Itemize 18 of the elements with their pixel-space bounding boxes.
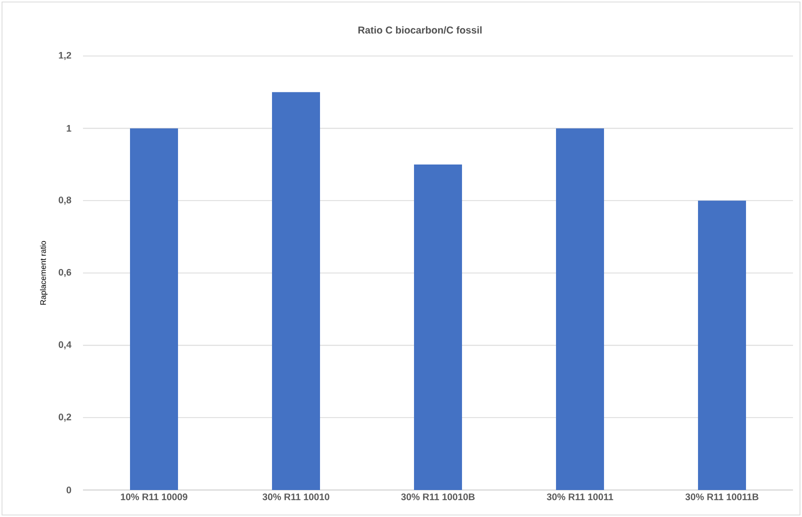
x-tick-label: 10% R11 10009 [120, 494, 188, 500]
y-tick-label: 0,2 [58, 414, 72, 422]
bar [272, 92, 320, 490]
y-tick-label: 1 [66, 125, 72, 132]
bar [130, 128, 178, 490]
chart-title: Ratio C biocarbon/C fossil [358, 26, 482, 34]
y-tick-label: 0 [66, 486, 72, 494]
x-tick-label: 30% R11 10010 [262, 494, 330, 500]
bar [556, 128, 604, 490]
y-tick-label: 0,6 [58, 268, 72, 278]
bar [698, 200, 746, 490]
y-tick-label: 0,4 [58, 341, 72, 350]
x-tick-label: 30% R11 10010B [401, 494, 475, 500]
y-tick-label: 0,8 [58, 196, 72, 205]
x-tick-label: 30% R11 10011 [546, 494, 614, 500]
y-tick-label: 1,2 [58, 52, 72, 60]
bar [414, 164, 462, 490]
x-tick-label: 30% R11 10011B [685, 494, 758, 500]
